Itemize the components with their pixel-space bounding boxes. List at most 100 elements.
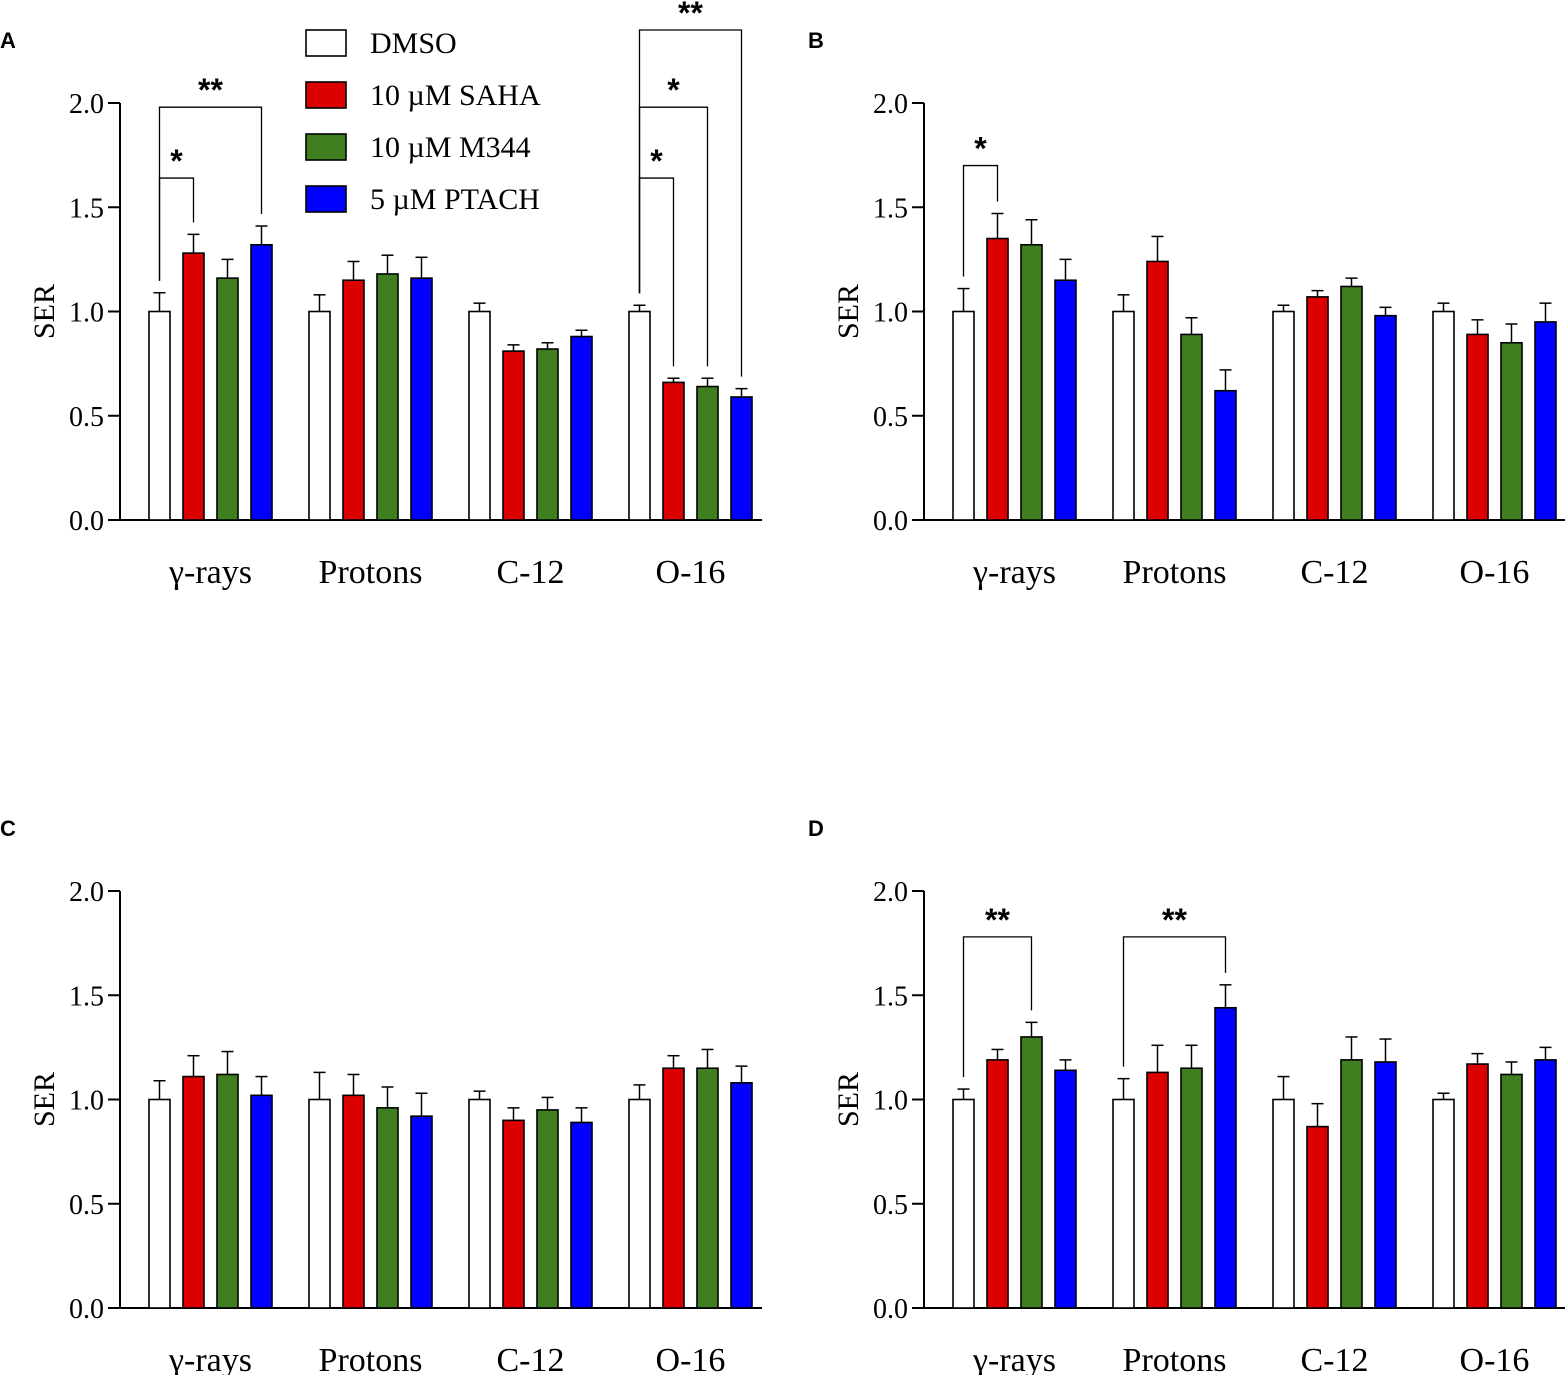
bar xyxy=(662,381,685,521)
y-axis-label: SER xyxy=(28,284,61,339)
x-tick-label: O-16 xyxy=(656,1342,726,1375)
bar xyxy=(730,1082,753,1309)
bar xyxy=(468,1098,491,1309)
significance-marker: ** xyxy=(198,72,223,108)
legend-label: 10 µM SAHA xyxy=(370,79,541,112)
y-tick-label: 1.0 xyxy=(69,298,104,329)
x-tick-label: C-12 xyxy=(1301,1342,1369,1375)
chart-panel-a: A 0.0 0.5 1.0 1.5 2.0 SER γ-rays Protons C-12 O-16… xyxy=(0,0,762,591)
bar xyxy=(1112,310,1135,521)
bar xyxy=(342,1094,365,1309)
bar xyxy=(1112,1098,1135,1309)
y-tick-label: 0.0 xyxy=(873,506,908,537)
x-tick-label: γ-rays xyxy=(972,1342,1056,1375)
bar xyxy=(696,385,719,521)
legend: DMSO 10 µM SAHA 10 µM M344 5 µM PTACH xyxy=(305,27,541,216)
chart-panel-b: B 0.0 0.5 1.0 1.5 2.0 SER γ-rays Protons C-12 O-16… xyxy=(808,28,1565,591)
y-tick-label: 1.5 xyxy=(69,193,104,224)
bar xyxy=(986,237,1009,521)
bar xyxy=(570,1121,593,1309)
bar xyxy=(1374,314,1397,521)
y-tick-label: 1.0 xyxy=(873,1086,908,1117)
x-tick-label: Protons xyxy=(1123,1342,1227,1375)
bar xyxy=(1340,285,1363,521)
significance-marker: ** xyxy=(678,0,703,31)
chart-panel-d: D 0.0 0.5 1.0 1.5 2.0 SER γ-rays Protons C-12 O-16… xyxy=(808,816,1565,1375)
x-tick-label: Protons xyxy=(319,554,423,591)
y-tick-label: 1.5 xyxy=(69,981,104,1012)
y-tick-label: 0.5 xyxy=(69,1190,104,1221)
bar xyxy=(468,310,491,521)
panel-letter: B xyxy=(808,28,824,53)
bar xyxy=(570,335,593,521)
y-tick-label: 1.5 xyxy=(873,193,908,224)
bar xyxy=(696,1067,719,1309)
bar xyxy=(1054,279,1077,521)
bar xyxy=(1374,1061,1397,1309)
bar xyxy=(1180,333,1203,521)
significance-bracket xyxy=(962,164,999,277)
bar xyxy=(536,348,559,521)
x-tick-label: Protons xyxy=(1123,554,1227,591)
bar xyxy=(410,1115,433,1309)
bar xyxy=(308,1098,331,1309)
bar xyxy=(342,279,365,521)
y-axis-label: SER xyxy=(832,1072,865,1127)
x-tick-label: γ-rays xyxy=(168,554,252,591)
bar xyxy=(662,1067,685,1309)
bar xyxy=(1272,310,1295,521)
significance-marker: ** xyxy=(985,902,1010,938)
significance-bracket xyxy=(638,29,743,377)
y-axis-label: SER xyxy=(832,284,865,339)
significance-bracket xyxy=(962,936,1033,1078)
significance-marker: * xyxy=(650,143,663,179)
x-tick-label: C-12 xyxy=(497,1342,565,1375)
significance-bracket xyxy=(1122,936,1227,1067)
y-tick-label: 0.5 xyxy=(873,402,908,433)
bar xyxy=(1466,333,1489,521)
bar xyxy=(1500,341,1523,521)
panel-letter: D xyxy=(808,816,824,841)
bar xyxy=(1500,1073,1523,1309)
x-tick-label: γ-rays xyxy=(972,554,1056,591)
x-tick-label: O-16 xyxy=(1460,554,1530,591)
bar xyxy=(1272,1098,1295,1309)
bar xyxy=(502,350,525,521)
legend-swatch xyxy=(305,133,347,161)
bar xyxy=(502,1119,525,1309)
bar xyxy=(182,1075,205,1309)
bar xyxy=(1432,310,1455,521)
y-tick-label: 0.0 xyxy=(69,1294,104,1325)
legend-label: 10 µM M344 xyxy=(370,131,531,164)
y-tick-label: 2.0 xyxy=(69,89,104,120)
y-tick-label: 1.0 xyxy=(69,1086,104,1117)
bar xyxy=(216,277,239,521)
y-tick-label: 0.5 xyxy=(69,402,104,433)
y-tick-label: 1.5 xyxy=(873,981,908,1012)
bar xyxy=(1432,1098,1455,1309)
bar xyxy=(1534,1059,1557,1309)
x-tick-label: γ-rays xyxy=(168,1342,252,1375)
legend-swatch xyxy=(305,81,347,109)
bar xyxy=(308,310,331,521)
bar xyxy=(952,1098,975,1309)
bar xyxy=(1054,1069,1077,1309)
bar xyxy=(1306,296,1329,521)
x-tick-label: Protons xyxy=(319,1342,423,1375)
x-tick-label: O-16 xyxy=(656,554,726,591)
y-tick-label: 0.0 xyxy=(873,1294,908,1325)
bar xyxy=(410,277,433,521)
bar xyxy=(1340,1059,1363,1309)
bar xyxy=(1146,1071,1169,1309)
legend-swatch xyxy=(305,29,347,57)
bar xyxy=(730,396,753,521)
bar xyxy=(250,1094,273,1309)
significance-bracket xyxy=(158,106,263,281)
bar xyxy=(986,1059,1009,1309)
y-tick-label: 0.5 xyxy=(873,1190,908,1221)
bar xyxy=(1020,1036,1043,1309)
bar xyxy=(536,1109,559,1309)
bar xyxy=(1020,243,1043,521)
significance-marker: * xyxy=(667,72,680,108)
